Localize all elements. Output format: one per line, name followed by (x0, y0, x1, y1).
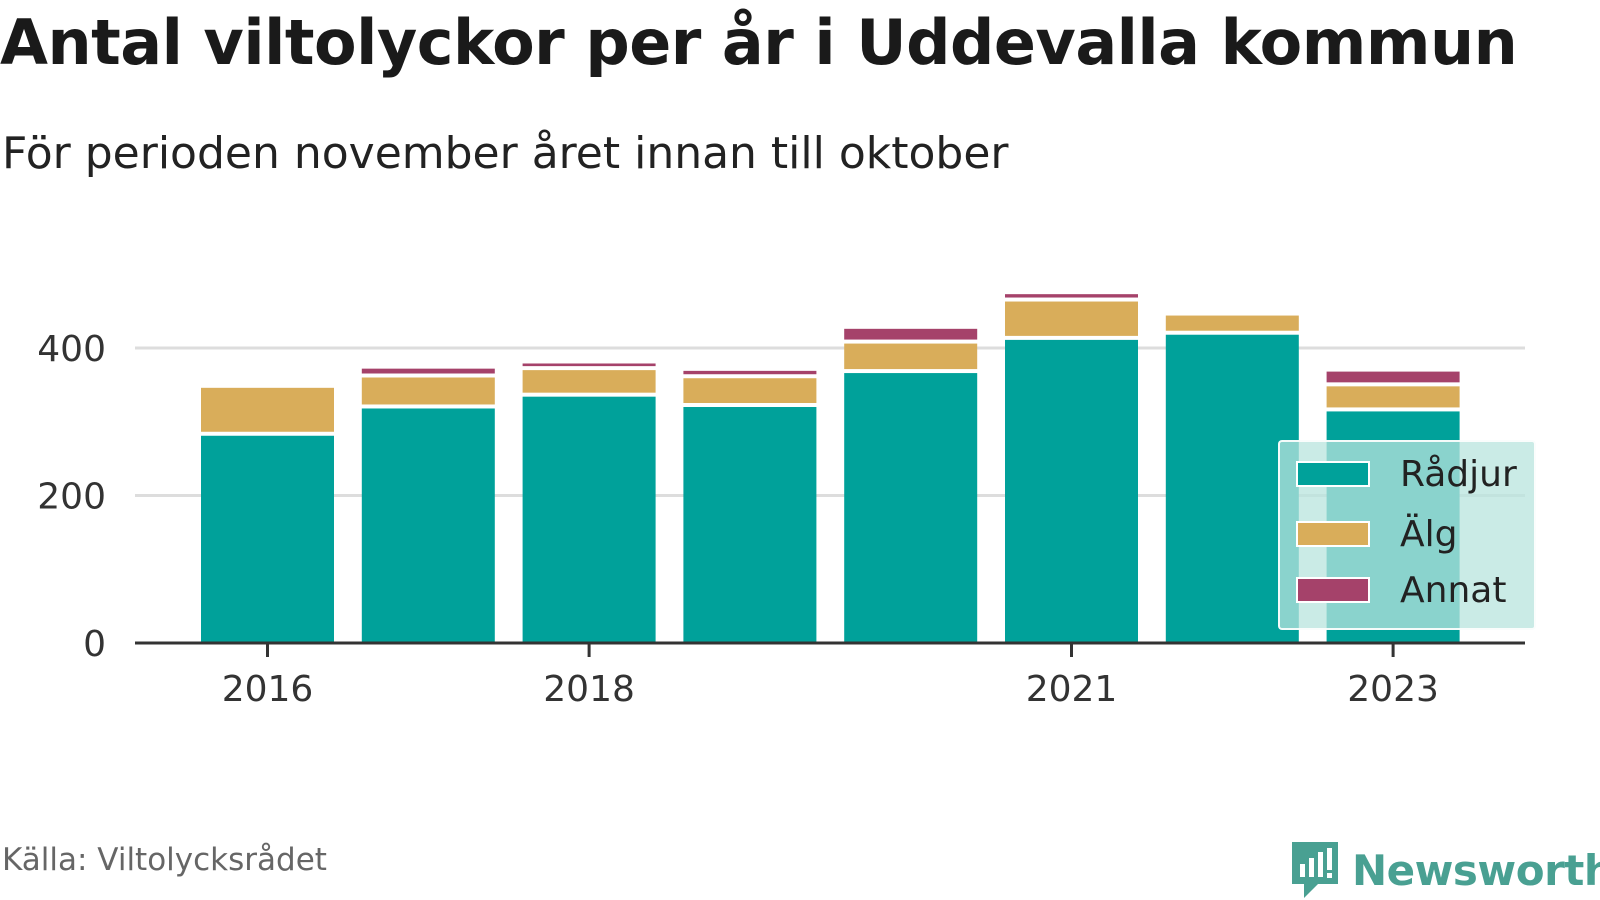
y-tick-label: 200 (37, 477, 106, 518)
bar-annat-2017 (361, 368, 495, 374)
y-tick-label: 400 (37, 329, 106, 370)
y-tick-label: 0 (83, 624, 106, 665)
bars (201, 294, 1460, 643)
chart-subtitle: För perioden november året innan till ok… (2, 128, 1009, 179)
bar-annat-2018 (522, 363, 656, 367)
bar-alg-2023 (1326, 386, 1460, 408)
axes: 0 200 400 2016 2018 2021 2023 (37, 329, 1525, 710)
bar-radjur-2018 (522, 396, 656, 643)
newsworthy-logo-text: Newsworthy (1352, 845, 1600, 895)
bar-alg-2022 (1165, 315, 1299, 331)
legend-item-alg: Älg (1296, 513, 1458, 555)
bar-annat-2019 (683, 370, 817, 375)
legend-label-radjur: Rådjur (1400, 453, 1517, 495)
newsworthy-logo[interactable]: Newsworthy (1290, 840, 1600, 900)
bar-annat-2021 (1005, 294, 1138, 298)
bar-radjur-2020 (844, 373, 978, 643)
x-tick-label: 2018 (543, 669, 635, 710)
bar-alg-2020 (844, 343, 978, 370)
legend-swatch-alg (1296, 521, 1370, 547)
bar-alg-2016 (201, 387, 334, 432)
chart-title: Antal viltolyckor per år i Uddevalla kom… (0, 6, 1518, 79)
bar-radjur-2017 (361, 408, 495, 643)
x-tick-label: 2021 (1026, 669, 1118, 710)
newsworthy-logo-icon (1292, 842, 1338, 898)
legend-swatch-radjur (1296, 461, 1370, 487)
legend-item-radjur: Rådjur (1296, 453, 1517, 495)
bar-annat-2020 (844, 328, 978, 340)
bar-radjur-2019 (683, 407, 817, 643)
x-tick-label: 2023 (1347, 669, 1439, 710)
x-tick-label: 2016 (222, 669, 314, 710)
bar-alg-2018 (522, 370, 656, 393)
source-note: Källa: Viltolycksrådet (2, 842, 327, 878)
legend: Rådjur Älg Annat (1278, 440, 1536, 630)
legend-label-alg: Älg (1400, 513, 1458, 555)
bar-radjur-2022 (1165, 334, 1299, 643)
bar-radjur-2021 (1005, 339, 1138, 643)
bar-radjur-2016 (201, 435, 334, 643)
legend-item-annat: Annat (1296, 569, 1507, 611)
bar-annat-2023 (1326, 371, 1460, 383)
bar-alg-2017 (361, 377, 495, 405)
bar-alg-2021 (1005, 301, 1138, 336)
legend-swatch-annat (1296, 577, 1370, 603)
legend-label-annat: Annat (1400, 569, 1507, 611)
bar-alg-2019 (683, 378, 817, 403)
